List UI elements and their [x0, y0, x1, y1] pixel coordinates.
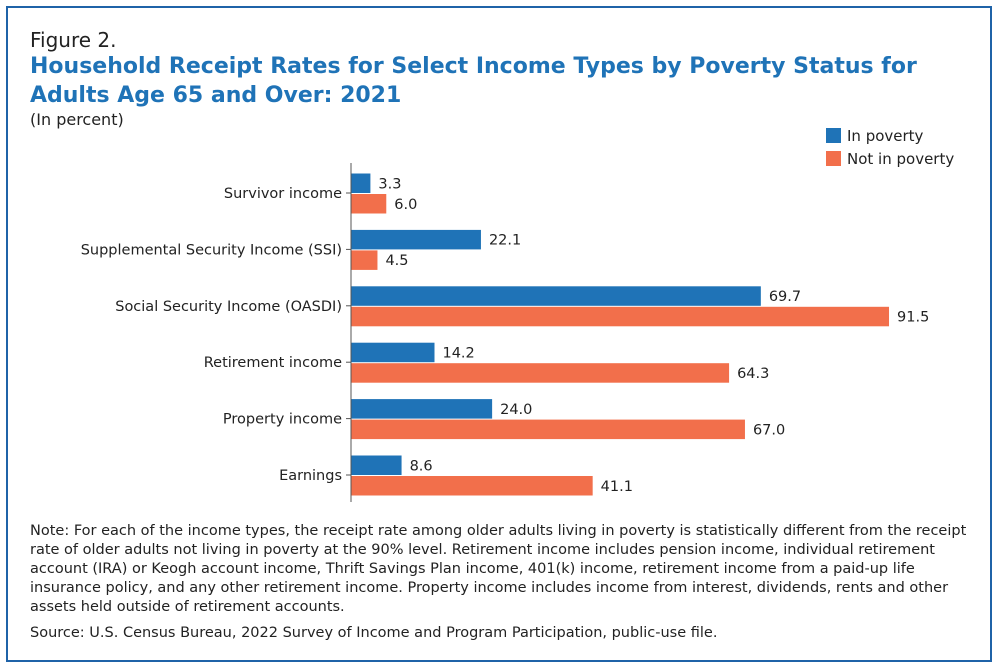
value-label-not-in-poverty: 41.1 — [601, 479, 633, 495]
value-label-not-in-poverty: 4.5 — [385, 253, 408, 269]
value-label-not-in-poverty: 64.3 — [737, 366, 769, 382]
figure-label: Figure 2. — [30, 28, 117, 52]
value-label-in-poverty: 8.6 — [410, 458, 433, 474]
legend-label-not-in-poverty: Not in poverty — [847, 150, 954, 168]
bar-in-poverty — [351, 286, 761, 306]
value-label-not-in-poverty: 67.0 — [753, 422, 785, 438]
value-label-not-in-poverty: 91.5 — [897, 310, 929, 326]
bar-not-in-poverty — [351, 419, 745, 440]
chart-source: Source: U.S. Census Bureau, 2022 Survey … — [30, 625, 718, 641]
bar-in-poverty — [351, 229, 481, 250]
bar-not-in-poverty — [351, 306, 890, 327]
bar-in-poverty — [351, 342, 435, 363]
chart-note: Note: For each of the income types, the … — [30, 523, 967, 615]
bar-not-in-poverty — [351, 250, 378, 270]
category-label: Social Security Income (OASDI) — [115, 299, 342, 315]
category-label: Supplemental Security Income (SSI) — [81, 242, 342, 258]
category-label: Property income — [223, 412, 342, 428]
category-label: Earnings — [279, 468, 342, 484]
legend-label-in-poverty: In poverty — [847, 127, 924, 145]
bar-in-poverty — [351, 399, 493, 419]
bar-not-in-poverty — [351, 194, 387, 214]
value-label-in-poverty: 3.3 — [378, 176, 401, 192]
bar-not-in-poverty — [351, 476, 593, 496]
bar-not-in-poverty — [351, 363, 730, 383]
value-label-in-poverty: 14.2 — [442, 345, 474, 361]
category-label: Retirement income — [204, 355, 342, 371]
legend-swatch-not-in-poverty — [826, 151, 841, 166]
chart-subtitle: (In percent) — [30, 110, 124, 129]
figure-frame — [6, 6, 992, 662]
value-label-in-poverty: 24.0 — [500, 402, 532, 418]
value-label-not-in-poverty: 6.0 — [394, 197, 417, 213]
value-label-in-poverty: 22.1 — [489, 233, 521, 249]
bar-in-poverty — [351, 173, 371, 193]
bar-in-poverty — [351, 455, 402, 475]
chart-title: Household Receipt Rates for Select Incom… — [30, 54, 917, 108]
category-label: Survivor income — [224, 186, 342, 202]
legend-swatch-in-poverty — [826, 128, 841, 143]
value-label-in-poverty: 69.7 — [769, 289, 801, 305]
